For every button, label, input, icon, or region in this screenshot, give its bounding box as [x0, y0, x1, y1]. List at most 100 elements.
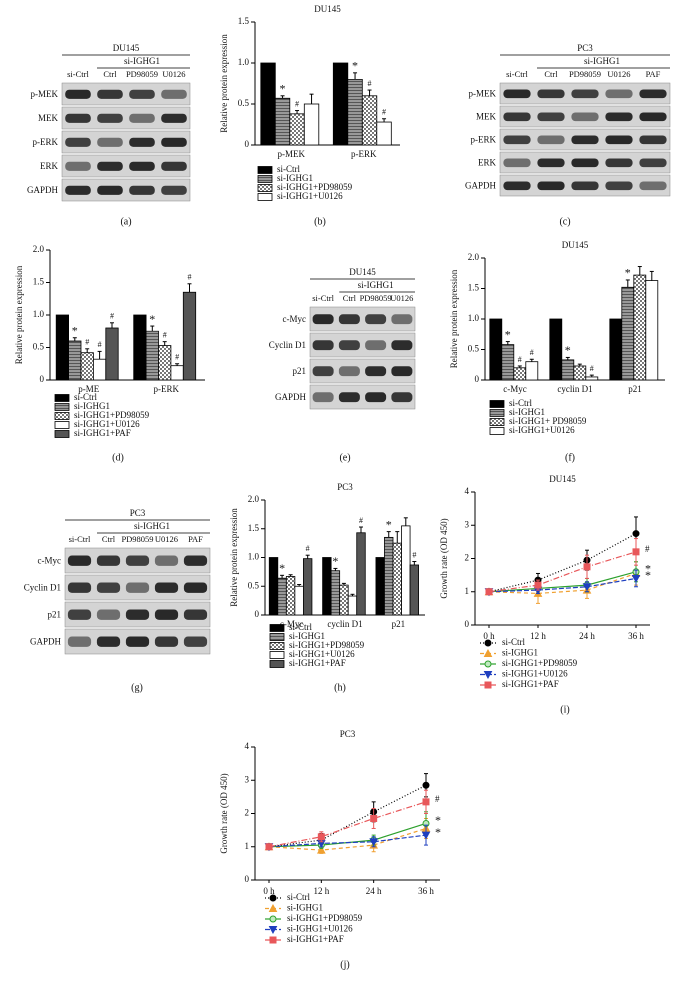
bar — [294, 585, 304, 616]
blot-band — [183, 609, 208, 620]
row-label: c-Myc — [283, 314, 307, 324]
annotation: # — [590, 364, 594, 373]
row-label: ERK — [478, 158, 497, 168]
y-axis-label: Relative protein expression — [449, 269, 459, 368]
legend-swatch — [54, 403, 70, 411]
y-tick-label: 1.0 — [468, 313, 480, 323]
bar — [339, 584, 349, 616]
blot-band — [125, 582, 150, 593]
blot-band — [65, 89, 91, 99]
blot-band — [537, 135, 565, 145]
annotation: # — [518, 355, 522, 364]
bar — [409, 564, 420, 616]
blot-strip — [61, 82, 191, 106]
x-tick-label: c-Myc — [503, 384, 527, 394]
blot-band — [503, 135, 531, 145]
lane-label: PD98059 — [126, 69, 158, 79]
annotation: * — [352, 59, 358, 73]
annotation: # — [85, 338, 89, 347]
point — [316, 845, 326, 854]
legend-label: si-Ctrl — [502, 637, 526, 647]
legend-marker — [483, 648, 493, 657]
row-label: MEK — [476, 112, 497, 122]
lane-label: PD98059 — [360, 293, 392, 303]
legend-label: si-IGHG1+ PD98059 — [509, 416, 587, 426]
point — [534, 581, 542, 589]
blot-band — [605, 158, 633, 168]
bar — [93, 358, 107, 381]
bar — [80, 352, 94, 381]
legend-swatch — [54, 394, 70, 402]
blot-band — [571, 135, 599, 145]
bar — [609, 318, 623, 381]
row-label: Cyclin D1 — [269, 340, 306, 350]
legend-marker — [484, 660, 492, 668]
blot-strip — [61, 130, 191, 154]
y-axis-label: Relative protein expression — [219, 34, 229, 133]
point — [422, 798, 430, 806]
bar — [332, 62, 349, 146]
point — [632, 548, 640, 556]
legend-label: si-Ctrl — [509, 398, 533, 408]
annotation: * — [386, 517, 392, 531]
blot-band — [65, 161, 91, 171]
series-line — [488, 571, 637, 593]
blot-group: si-IGHG1 — [358, 280, 394, 290]
blot-band — [537, 112, 565, 122]
blot-band — [338, 340, 360, 351]
y-axis-label: Growth rate (OD 450) — [439, 518, 449, 598]
blot-title: DU145 — [113, 43, 140, 53]
legend-label: si-IGHG1 — [287, 903, 323, 913]
annotation: * — [565, 343, 571, 357]
legend-swatch — [489, 418, 505, 426]
blot-band — [97, 137, 123, 147]
bar — [145, 330, 159, 381]
blot-band — [391, 392, 413, 403]
annotation: * — [625, 266, 631, 280]
blot-band — [129, 185, 155, 195]
blot-band — [154, 609, 179, 620]
bar — [525, 361, 539, 381]
blot-band — [161, 89, 187, 99]
y-tick-label: 4 — [465, 486, 470, 496]
blot-band — [96, 636, 121, 647]
blot-band — [391, 366, 413, 377]
row-label: GAPDH — [275, 392, 307, 402]
point — [632, 530, 640, 538]
bar — [549, 318, 563, 381]
x-tick-label: p-ME — [78, 384, 99, 394]
legend-swatch — [269, 660, 285, 668]
bar — [274, 97, 291, 146]
x-tick-label: p21 — [392, 619, 406, 629]
y-tick-label: 0.5 — [248, 580, 260, 590]
annotation: * — [280, 82, 286, 96]
annotation: # — [368, 79, 372, 88]
blot-band — [65, 137, 91, 147]
panel-label: (h) — [334, 682, 346, 693]
blot-band — [96, 609, 121, 620]
annotation: # — [98, 340, 102, 349]
blot-band — [503, 89, 531, 99]
blot-title: DU145 — [349, 267, 376, 277]
series-line — [268, 801, 427, 848]
annotation: * — [505, 327, 511, 341]
row-label: GAPDH — [30, 637, 62, 647]
blot-band — [161, 185, 187, 195]
blot-group: si-IGHG1 — [124, 56, 160, 66]
row-label: MEK — [38, 113, 59, 123]
x-tick-label: 36 h — [628, 631, 644, 641]
blot-band — [571, 181, 599, 191]
y-axis-label: Growth rate (OD 450) — [219, 773, 229, 853]
legend-swatch — [269, 651, 285, 659]
row-label: ERK — [40, 161, 59, 171]
y-tick-label: 1.0 — [238, 57, 250, 67]
legend-label: si-IGHG1+U0126 — [509, 425, 575, 435]
blot-band — [183, 636, 208, 647]
blot-band — [639, 181, 667, 191]
legend-swatch — [54, 412, 70, 420]
blot-band — [65, 185, 91, 195]
y-tick-label: 1 — [465, 586, 470, 596]
bar — [347, 79, 363, 146]
y-tick-label: 1 — [245, 841, 250, 851]
bar — [347, 595, 358, 616]
